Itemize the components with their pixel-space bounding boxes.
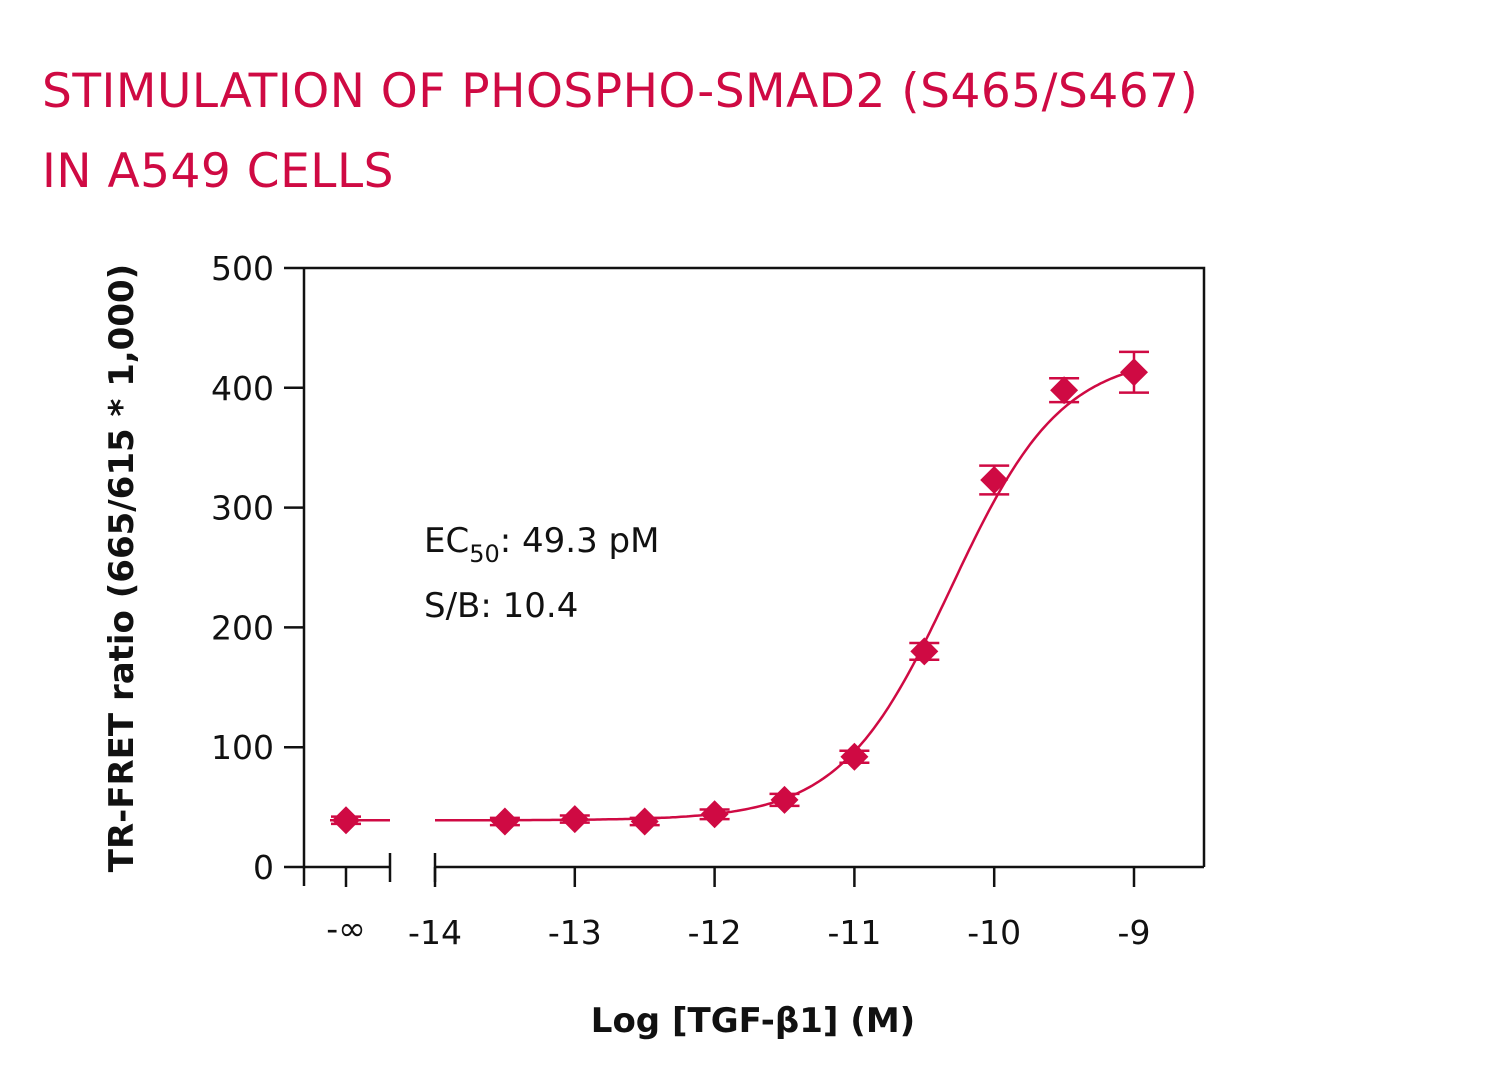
x-tick-label: -13 — [548, 913, 602, 952]
title-line-2: IN A549 CELLS — [42, 144, 394, 199]
data-point — [769, 785, 800, 814]
x-axis-label: Log [TGF-β1] (M) — [591, 1001, 915, 1041]
x-tick-label: -9 — [1118, 913, 1151, 952]
ec50-annotation: EC50: 49.3 pM — [424, 521, 659, 568]
data-point — [839, 742, 870, 771]
title-line-1: STIMULATION OF PHOSPHO-SMAD2 (S465/S467) — [42, 64, 1199, 119]
data-point — [629, 807, 660, 836]
diamond-marker — [700, 800, 729, 829]
chart-title: STIMULATION OF PHOSPHO-SMAD2 (S465/S467)… — [42, 52, 1198, 212]
x-tick-label: -10 — [967, 913, 1021, 952]
y-tick-label: 100 — [211, 728, 274, 767]
diamond-marker — [840, 742, 869, 771]
data-point — [559, 805, 590, 834]
diamond-marker — [980, 466, 1009, 495]
x-tick-label: -12 — [688, 913, 742, 952]
data-point — [1119, 350, 1149, 394]
data-point — [979, 464, 1010, 496]
data-marks — [330, 350, 1149, 836]
diamond-marker — [1050, 376, 1079, 405]
y-tick-label: 300 — [211, 489, 274, 528]
diamond-marker — [770, 785, 799, 814]
data-point-neg-inf — [331, 806, 361, 835]
y-axis-label: TR-FRET ratio (665/615 * 1,000) — [102, 264, 142, 872]
x-tick-label: -11 — [827, 913, 881, 952]
data-point — [699, 800, 730, 829]
diamond-marker — [910, 637, 939, 666]
data-point — [909, 637, 940, 666]
data-point — [489, 807, 520, 836]
y-tick-label: 0 — [253, 848, 274, 887]
sb-annotation: S/B: 10.4 — [424, 586, 578, 626]
x-tick-label: -14 — [408, 913, 462, 952]
diamond-marker — [560, 805, 589, 834]
plot-frame — [304, 266, 1206, 867]
diamond-marker — [630, 807, 659, 836]
x-tick-label-neg-inf: -∞ — [326, 909, 365, 948]
axes: 0 100 200 300 400 500 -14 -13 -12 -11 -10 -9 -∞ — [211, 249, 1206, 952]
diamond-marker — [332, 806, 360, 835]
data-point — [1049, 376, 1080, 405]
diamond-marker — [490, 807, 519, 836]
y-tick-label: 200 — [211, 608, 274, 647]
y-tick-label: 400 — [211, 369, 274, 408]
y-tick-label: 500 — [211, 249, 274, 288]
diamond-marker — [1120, 358, 1148, 387]
